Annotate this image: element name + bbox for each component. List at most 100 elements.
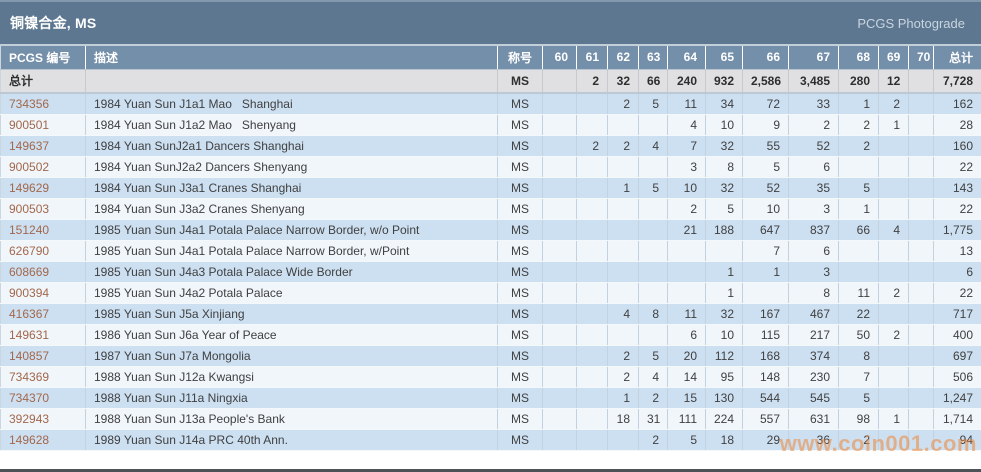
pcgs-number-cell: 734370 <box>0 387 86 409</box>
grade-cell <box>607 282 639 304</box>
pcgs-number-link[interactable]: 140857 <box>9 348 50 363</box>
designation-cell: MS <box>497 156 543 178</box>
grade-cell <box>878 156 909 178</box>
grade-cell <box>607 114 639 136</box>
grade-cell: 5 <box>667 429 706 451</box>
grade-cell <box>838 261 879 283</box>
grade-cell <box>542 240 577 262</box>
grade-cell <box>542 261 577 283</box>
grade-cell: 66 <box>838 219 879 241</box>
pcgs-number-cell: 734369 <box>0 366 86 388</box>
description-cell: 1984 Yuan Sun J1a1 Mao Shanghai <box>85 93 498 115</box>
totals-row: 总计 MS 2 32 66 240 932 2,586 3,485 280 12 7,728 <box>0 69 981 94</box>
description-cell: 1984 Yuan Sun J1a2 Mao Shenyang <box>85 114 498 136</box>
grade-cell: 557 <box>742 408 789 430</box>
total-cell: 143 <box>933 177 981 199</box>
grade-cell: 2 <box>607 345 639 367</box>
pcgs-number-link[interactable]: 149631 <box>9 327 50 342</box>
totals-grade-cell: 3,485 <box>788 69 839 94</box>
designation-cell: MS <box>497 303 543 325</box>
total-cell: 94 <box>933 429 981 451</box>
pcgs-number-link[interactable]: 900394 <box>9 285 50 300</box>
pcgs-number-link[interactable]: 734370 <box>9 390 50 405</box>
pcgs-number-cell: 900394 <box>0 282 86 304</box>
pcgs-number-link[interactable]: 734356 <box>9 96 50 111</box>
grade-cell: 112 <box>705 345 743 367</box>
pcgs-number-link[interactable]: 392943 <box>9 411 50 426</box>
grade-cell <box>908 429 934 451</box>
table-row: 416367 1985 Yuan Sun J5a Xinjiang MS 4 8 11 32… <box>0 303 981 325</box>
description-cell: 1985 Yuan Sun J4a1 Potala Palace Narrow … <box>85 240 498 262</box>
pcgs-number-link[interactable]: 149628 <box>9 432 50 447</box>
grade-cell <box>542 93 577 115</box>
grade-cell <box>607 240 639 262</box>
grade-cell: 6 <box>788 156 839 178</box>
grade-cell <box>542 366 577 388</box>
grade-cell <box>908 345 934 367</box>
pcgs-number-link[interactable]: 151240 <box>9 222 50 237</box>
pcgs-number-link[interactable]: 900501 <box>9 117 50 132</box>
grade-cell: 95 <box>705 366 743 388</box>
grade-cell <box>638 240 668 262</box>
table-row: 734370 1988 Yuan Sun J11a Ningxia MS 1 2 15 13… <box>0 387 981 409</box>
pcgs-number-cell: 734356 <box>0 93 86 115</box>
description-cell: 1984 Yuan Sun J3a1 Cranes Shanghai <box>85 177 498 199</box>
grade-cell <box>908 282 934 304</box>
total-cell: 1,775 <box>933 219 981 241</box>
table-row: 734369 1988 Yuan Sun J12a Kwangsi MS 2 4 14 95… <box>0 366 981 388</box>
grade-cell: 1 <box>705 282 743 304</box>
designation-cell: MS <box>497 135 543 157</box>
grade-cell <box>542 156 577 178</box>
totals-grade-cell: 2,586 <box>742 69 789 94</box>
column-header: 64 <box>667 46 706 70</box>
grade-cell: 2 <box>607 135 639 157</box>
grade-cell: 10 <box>667 177 706 199</box>
grade-cell <box>878 177 909 199</box>
grade-cell <box>908 366 934 388</box>
grade-cell <box>542 282 577 304</box>
description-cell: 1986 Yuan Sun J6a Year of Peace <box>85 324 498 346</box>
grade-cell <box>576 93 608 115</box>
grade-cell: 148 <box>742 366 789 388</box>
pcgs-number-link[interactable]: 900503 <box>9 201 50 216</box>
grade-cell: 3 <box>788 198 839 220</box>
grade-cell <box>908 219 934 241</box>
pcgs-number-cell: 140857 <box>0 345 86 367</box>
column-header: 62 <box>607 46 639 70</box>
grade-cell <box>576 219 608 241</box>
pcgs-number-link[interactable]: 734369 <box>9 369 50 384</box>
photograde-link[interactable]: PCGS Photograde <box>857 15 965 31</box>
grade-cell <box>542 324 577 346</box>
pcgs-number-link[interactable]: 608669 <box>9 264 50 279</box>
grade-cell: 3 <box>788 261 839 283</box>
column-header: 总计 <box>933 46 981 70</box>
table-row: 151240 1985 Yuan Sun J4a1 Potala Palace N… <box>0 219 981 241</box>
pcgs-number-link[interactable]: 900502 <box>9 159 50 174</box>
grade-cell: 33 <box>788 93 839 115</box>
pcgs-number-link[interactable]: 149629 <box>9 180 50 195</box>
grade-cell: 2 <box>667 198 706 220</box>
description-cell: 1985 Yuan Sun J4a2 Potala Palace <box>85 282 498 304</box>
grade-cell: 52 <box>788 135 839 157</box>
table-row: 608669 1985 Yuan Sun J4a3 Potala Palace W… <box>0 261 981 283</box>
description-cell: 1988 Yuan Sun J11a Ningxia <box>85 387 498 409</box>
pcgs-number-link[interactable]: 149637 <box>9 138 50 153</box>
grade-cell: 55 <box>742 135 789 157</box>
grade-cell <box>878 135 909 157</box>
pcgs-number-link[interactable]: 416367 <box>9 306 50 321</box>
table-row: 392943 1988 Yuan Sun J13a People's Bank MS… <box>0 408 981 430</box>
grade-cell: 631 <box>788 408 839 430</box>
grade-cell: 130 <box>705 387 743 409</box>
pcgs-number-cell: 149629 <box>0 177 86 199</box>
grade-cell <box>667 282 706 304</box>
grade-cell <box>878 366 909 388</box>
designation-cell: MS <box>497 240 543 262</box>
grade-cell: 9 <box>742 114 789 136</box>
grade-cell: 32 <box>705 177 743 199</box>
grade-cell: 2 <box>607 93 639 115</box>
grade-cell: 29 <box>742 429 789 451</box>
grade-cell <box>908 303 934 325</box>
grade-cell: 22 <box>838 303 879 325</box>
pcgs-number-link[interactable]: 626790 <box>9 243 50 258</box>
grade-cell: 20 <box>667 345 706 367</box>
